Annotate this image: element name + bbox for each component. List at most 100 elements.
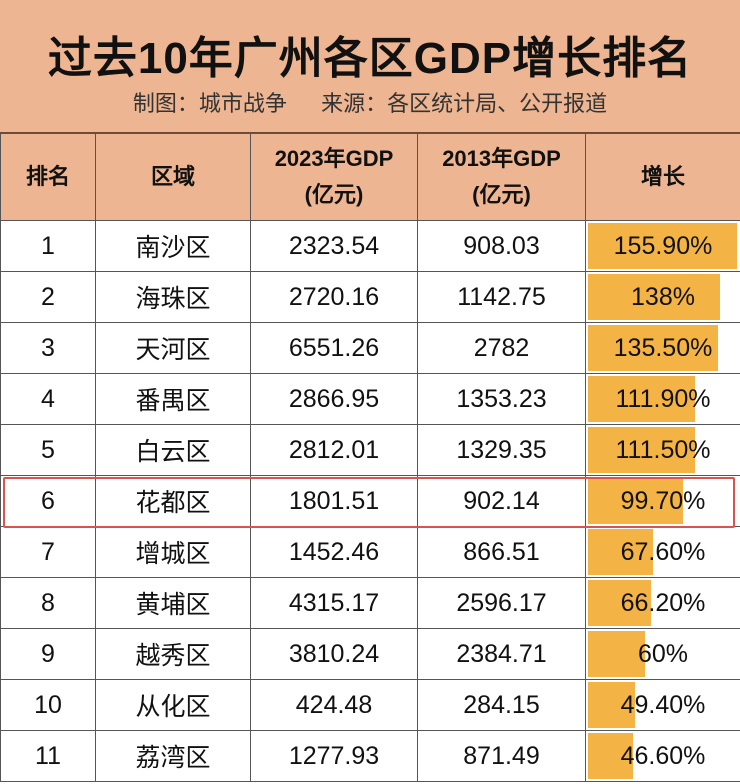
cell-growth: 66.20% — [585, 577, 740, 629]
header-unit: (亿元) — [472, 182, 531, 207]
header-rank: 排名 — [0, 133, 96, 221]
growth-bar — [588, 274, 720, 320]
header-growth: 增长 — [585, 133, 740, 221]
cell-rank: 9 — [0, 628, 96, 680]
cell-district: 南沙区 — [95, 220, 251, 272]
cell-district: 荔湾区 — [95, 730, 251, 782]
cell-gdp2023: 424.48 — [250, 679, 418, 731]
cell-gdp2023: 1801.51 — [250, 475, 418, 527]
cell-gdp2013: 1353.23 — [417, 373, 586, 425]
growth-value: 46.60% — [620, 741, 706, 770]
table-row: 3 天河区 6551.26 2782 135.50% — [0, 322, 740, 374]
header-row: 排名 区域 2023年GDP (亿元) 2013年GDP (亿元) 增长 — [0, 133, 740, 221]
cell-gdp2023: 1277.93 — [250, 730, 418, 782]
cell-gdp2013: 2596.17 — [417, 577, 586, 629]
cell-growth: 155.90% — [585, 220, 740, 272]
table-row: 9 越秀区 3810.24 2384.71 60% — [0, 628, 740, 680]
cell-gdp2023: 1452.46 — [250, 526, 418, 578]
cell-gdp2013: 866.51 — [417, 526, 586, 578]
cell-rank: 11 — [0, 730, 96, 782]
growth-value: 66.20% — [620, 588, 706, 617]
cell-rank: 7 — [0, 526, 96, 578]
cell-gdp2023: 4315.17 — [250, 577, 418, 629]
table-row: 10 从化区 424.48 284.15 49.40% — [0, 679, 740, 731]
cell-gdp2013: 2782 — [417, 322, 586, 374]
cell-rank: 8 — [0, 577, 96, 629]
table-row: 11 荔湾区 1277.93 871.49 46.60% — [0, 730, 740, 782]
cell-gdp2023: 2323.54 — [250, 220, 418, 272]
cell-growth: 99.70% — [585, 475, 740, 527]
cell-rank: 2 — [0, 271, 96, 323]
growth-value: 155.90% — [613, 231, 713, 260]
cell-gdp2013: 871.49 — [417, 730, 586, 782]
table-row: 1 南沙区 2323.54 908.03 155.90% — [0, 220, 740, 272]
cell-rank: 4 — [0, 373, 96, 425]
growth-bar — [588, 478, 684, 524]
table-row: 6 花都区 1801.51 902.14 99.70% — [0, 475, 740, 527]
cell-growth: 49.40% — [585, 679, 740, 731]
table-row: 2 海珠区 2720.16 1142.75 138% — [0, 271, 740, 323]
cell-district: 天河区 — [95, 322, 251, 374]
growth-bar — [588, 631, 646, 677]
growth-bar — [588, 733, 633, 779]
growth-value: 67.60% — [620, 537, 706, 566]
cell-growth: 111.50% — [585, 424, 740, 476]
growth-value: 135.50% — [613, 333, 713, 362]
cell-growth: 46.60% — [585, 730, 740, 782]
cell-rank: 6 — [0, 475, 96, 527]
table-row: 5 白云区 2812.01 1329.35 111.50% — [0, 424, 740, 476]
growth-bar — [588, 580, 652, 626]
credit-text: 制图：城市战争 — [132, 91, 287, 116]
page-title: 过去10年广州各区GDP增长排名 — [47, 34, 693, 83]
cell-gdp2013: 902.14 — [417, 475, 586, 527]
header-gdp-2013: 2013年GDP (亿元) — [417, 133, 586, 221]
cell-growth: 138% — [585, 271, 740, 323]
growth-bar — [588, 427, 695, 473]
cell-district: 增城区 — [95, 526, 251, 578]
header-gdp-2023-label: 2023年GDP — [274, 146, 394, 171]
source-text: 来源：各区统计局、公开报道 — [321, 91, 608, 116]
growth-bar — [588, 223, 737, 269]
table-row: 7 增城区 1452.46 866.51 67.60% — [0, 526, 740, 578]
cell-rank: 3 — [0, 322, 96, 374]
cell-growth: 135.50% — [585, 322, 740, 374]
cell-rank: 1 — [0, 220, 96, 272]
growth-bar — [588, 529, 653, 575]
cell-growth: 67.60% — [585, 526, 740, 578]
growth-value: 138% — [631, 282, 695, 311]
cell-growth: 111.90% — [585, 373, 740, 425]
cell-rank: 5 — [0, 424, 96, 476]
cell-district: 花都区 — [95, 475, 251, 527]
cell-growth: 60% — [585, 628, 740, 680]
cell-gdp2013: 2384.71 — [417, 628, 586, 680]
cell-gdp2013: 284.15 — [417, 679, 586, 731]
cell-gdp2023: 2866.95 — [250, 373, 418, 425]
growth-value: 49.40% — [620, 690, 706, 719]
cell-gdp2013: 1329.35 — [417, 424, 586, 476]
cell-gdp2023: 3810.24 — [250, 628, 418, 680]
cell-district: 番禺区 — [95, 373, 251, 425]
cell-gdp2023: 2720.16 — [250, 271, 418, 323]
header-gdp-2013-label: 2013年GDP — [442, 146, 561, 171]
cell-district: 越秀区 — [95, 628, 251, 680]
header-gdp-2023: 2023年GDP (亿元) — [250, 133, 418, 221]
cell-district: 从化区 — [95, 679, 251, 731]
growth-value: 60% — [637, 639, 689, 668]
cell-district: 白云区 — [95, 424, 251, 476]
header-district: 区域 — [95, 133, 251, 221]
cell-district: 黄埔区 — [95, 577, 251, 629]
table-row: 4 番禺区 2866.95 1353.23 111.90% — [0, 373, 740, 425]
cell-gdp2013: 1142.75 — [417, 271, 586, 323]
header-unit: (亿元) — [304, 182, 364, 207]
growth-bar — [588, 682, 636, 728]
growth-bar — [588, 325, 718, 371]
cell-gdp2013: 908.03 — [417, 220, 586, 272]
cell-gdp2023: 6551.26 — [250, 322, 418, 374]
gdp-ranking-table: 排名 区域 2023年GDP (亿元) 2013年GDP (亿元) 增长 1 南沙区 2… — [0, 133, 740, 782]
growth-value: 99.70% — [620, 486, 706, 515]
subtitle: 制图：城市战争 来源：各区统计局、公开报道 — [0, 86, 740, 118]
growth-bar — [588, 376, 695, 422]
cell-rank: 10 — [0, 679, 96, 731]
table-row: 8 黄埔区 4315.17 2596.17 66.20% — [0, 577, 740, 629]
title-banner: 过去10年广州各区GDP增长排名 制图：城市战争 来源：各区统计局、公开报道 — [0, 0, 740, 133]
